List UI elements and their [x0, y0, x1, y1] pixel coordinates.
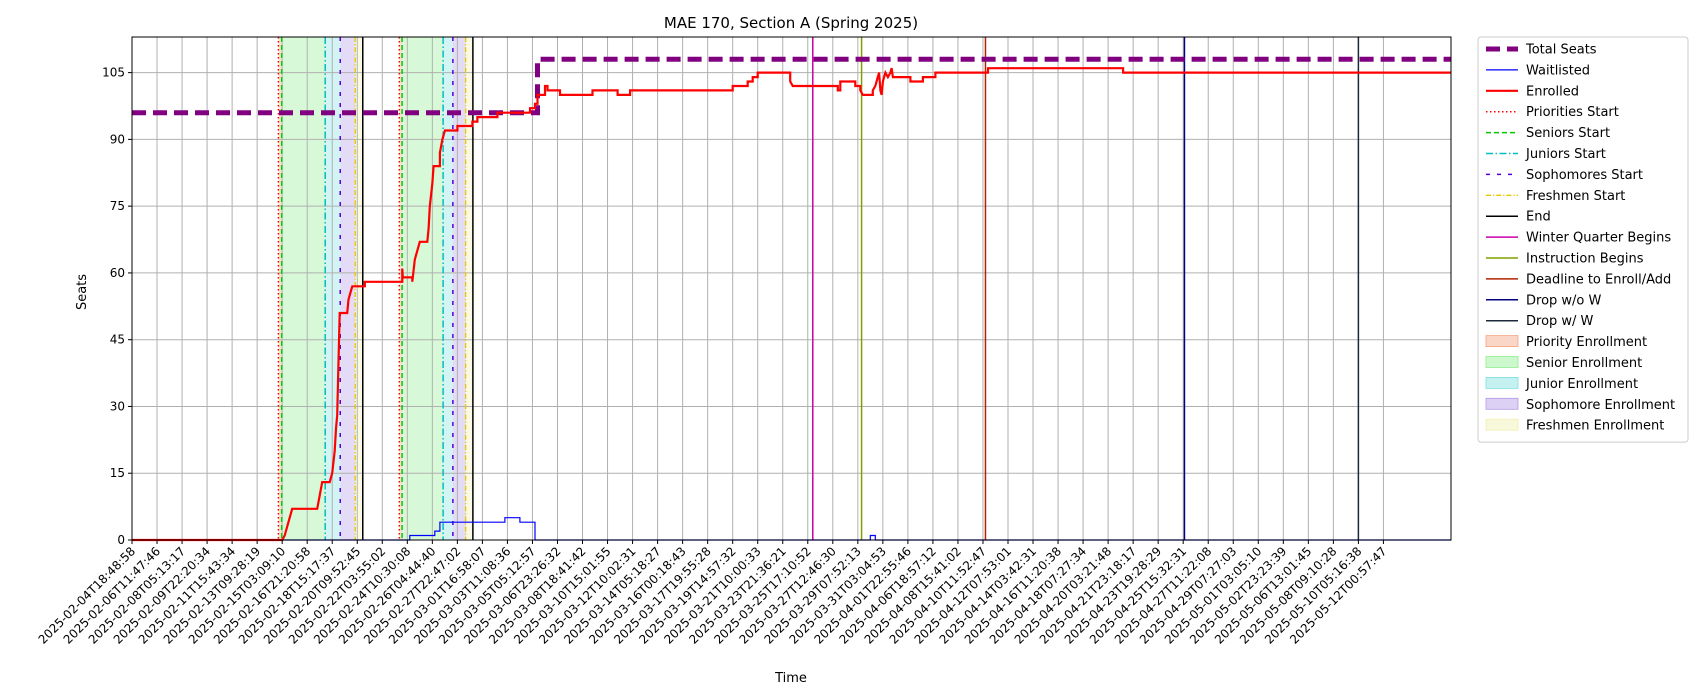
- y-tick-label: 45: [110, 333, 125, 347]
- juniors-start-legend-label: Juniors Start: [1525, 147, 1606, 162]
- grid-lines: [131, 37, 1451, 541]
- freshmen-start-legend-label: Freshmen Start: [1526, 189, 1625, 204]
- senior-enrollment-legend-swatch: [1485, 356, 1519, 368]
- winter-quarter-begins-legend-label: Winter Quarter Begins: [1526, 231, 1671, 246]
- deadline-to-enroll-add-legend-label: Deadline to Enroll/Add: [1526, 272, 1671, 287]
- sophomores-start-legend-label: Sophomores Start: [1526, 168, 1643, 183]
- legend-box: [1477, 36, 1689, 443]
- y-axis-label: Seats: [75, 274, 90, 310]
- freshmen-enrollment-region: [465, 37, 473, 540]
- waitlisted-legend-label: Waitlisted: [1526, 63, 1590, 78]
- y-tick-label: 15: [110, 466, 125, 480]
- freshmen-enrollment-legend-swatch: [1485, 418, 1519, 431]
- x-axis-ticks: 2025-02-04T18:48:582025-02-06T11:47:4620…: [36, 540, 1390, 647]
- seniors-start-legend-label: Seniors Start: [1526, 126, 1610, 141]
- y-tick-label: 105: [102, 66, 125, 80]
- data-series: [132, 56, 1451, 542]
- priority-enrollment-legend-label: Priority Enrollment: [1526, 335, 1647, 350]
- junior-enrollment-legend-swatch: [1485, 376, 1519, 389]
- total-seats-series-line: [132, 56, 1451, 116]
- total-seats-legend-label: Total Seats: [1525, 43, 1597, 58]
- event-marker-lines: [277, 37, 1360, 540]
- drop-w-o-w-legend-label: Drop w/o W: [1526, 293, 1602, 308]
- senior-enrollment-legend-label: Senior Enrollment: [1526, 356, 1642, 371]
- sophomore-enrollment-legend-label: Sophomore Enrollment: [1526, 398, 1675, 413]
- sophomore-enrollment-region: [340, 37, 356, 540]
- legend: Total Seats Waitlisted Enrolled Priorities …: [1477, 36, 1689, 443]
- enrolled-legend-label: Enrolled: [1526, 84, 1579, 99]
- y-axis-ticks: 0 15 30 45 60 75 90 105: [102, 66, 132, 547]
- freshmen-enrollment-legend-label: Freshmen Enrollment: [1526, 419, 1664, 434]
- sophomore-enrollment-legend-swatch: [1485, 397, 1519, 410]
- priority-enrollment-region: [278, 37, 282, 540]
- freshmen-enrollment-region: [355, 37, 363, 540]
- chart-title: MAE 170, Section A (Spring 2025): [664, 14, 918, 32]
- priorities-start-legend-label: Priorities Start: [1526, 105, 1619, 120]
- plot-frame: [131, 36, 1452, 541]
- drop-w-w-legend-label: Drop w/ W: [1526, 314, 1594, 329]
- enrollment-period-shading: [278, 37, 473, 540]
- priority-enrollment-legend-swatch: [1485, 335, 1519, 348]
- sophomore-enrollment-region: [452, 37, 466, 540]
- junior-enrollment-legend-label: Junior Enrollment: [1525, 377, 1638, 392]
- senior-enrollment-region: [281, 37, 326, 540]
- waitlisted-series-line: [132, 517, 1451, 541]
- y-tick-label: 0: [117, 533, 125, 547]
- x-axis-label: Time: [774, 671, 807, 686]
- junior-enrollment-region: [443, 37, 453, 540]
- instruction-begins-legend-label: Instruction Begins: [1526, 252, 1644, 267]
- priority-enrollment-region: [399, 37, 403, 540]
- y-tick-label: 90: [110, 132, 125, 146]
- senior-enrollment-region: [402, 37, 444, 540]
- y-tick-label: 60: [110, 266, 125, 280]
- end-legend-label: End: [1526, 210, 1551, 225]
- enrolled-series-line: [132, 67, 1451, 542]
- y-tick-label: 30: [110, 399, 125, 413]
- y-tick-label: 75: [110, 199, 125, 213]
